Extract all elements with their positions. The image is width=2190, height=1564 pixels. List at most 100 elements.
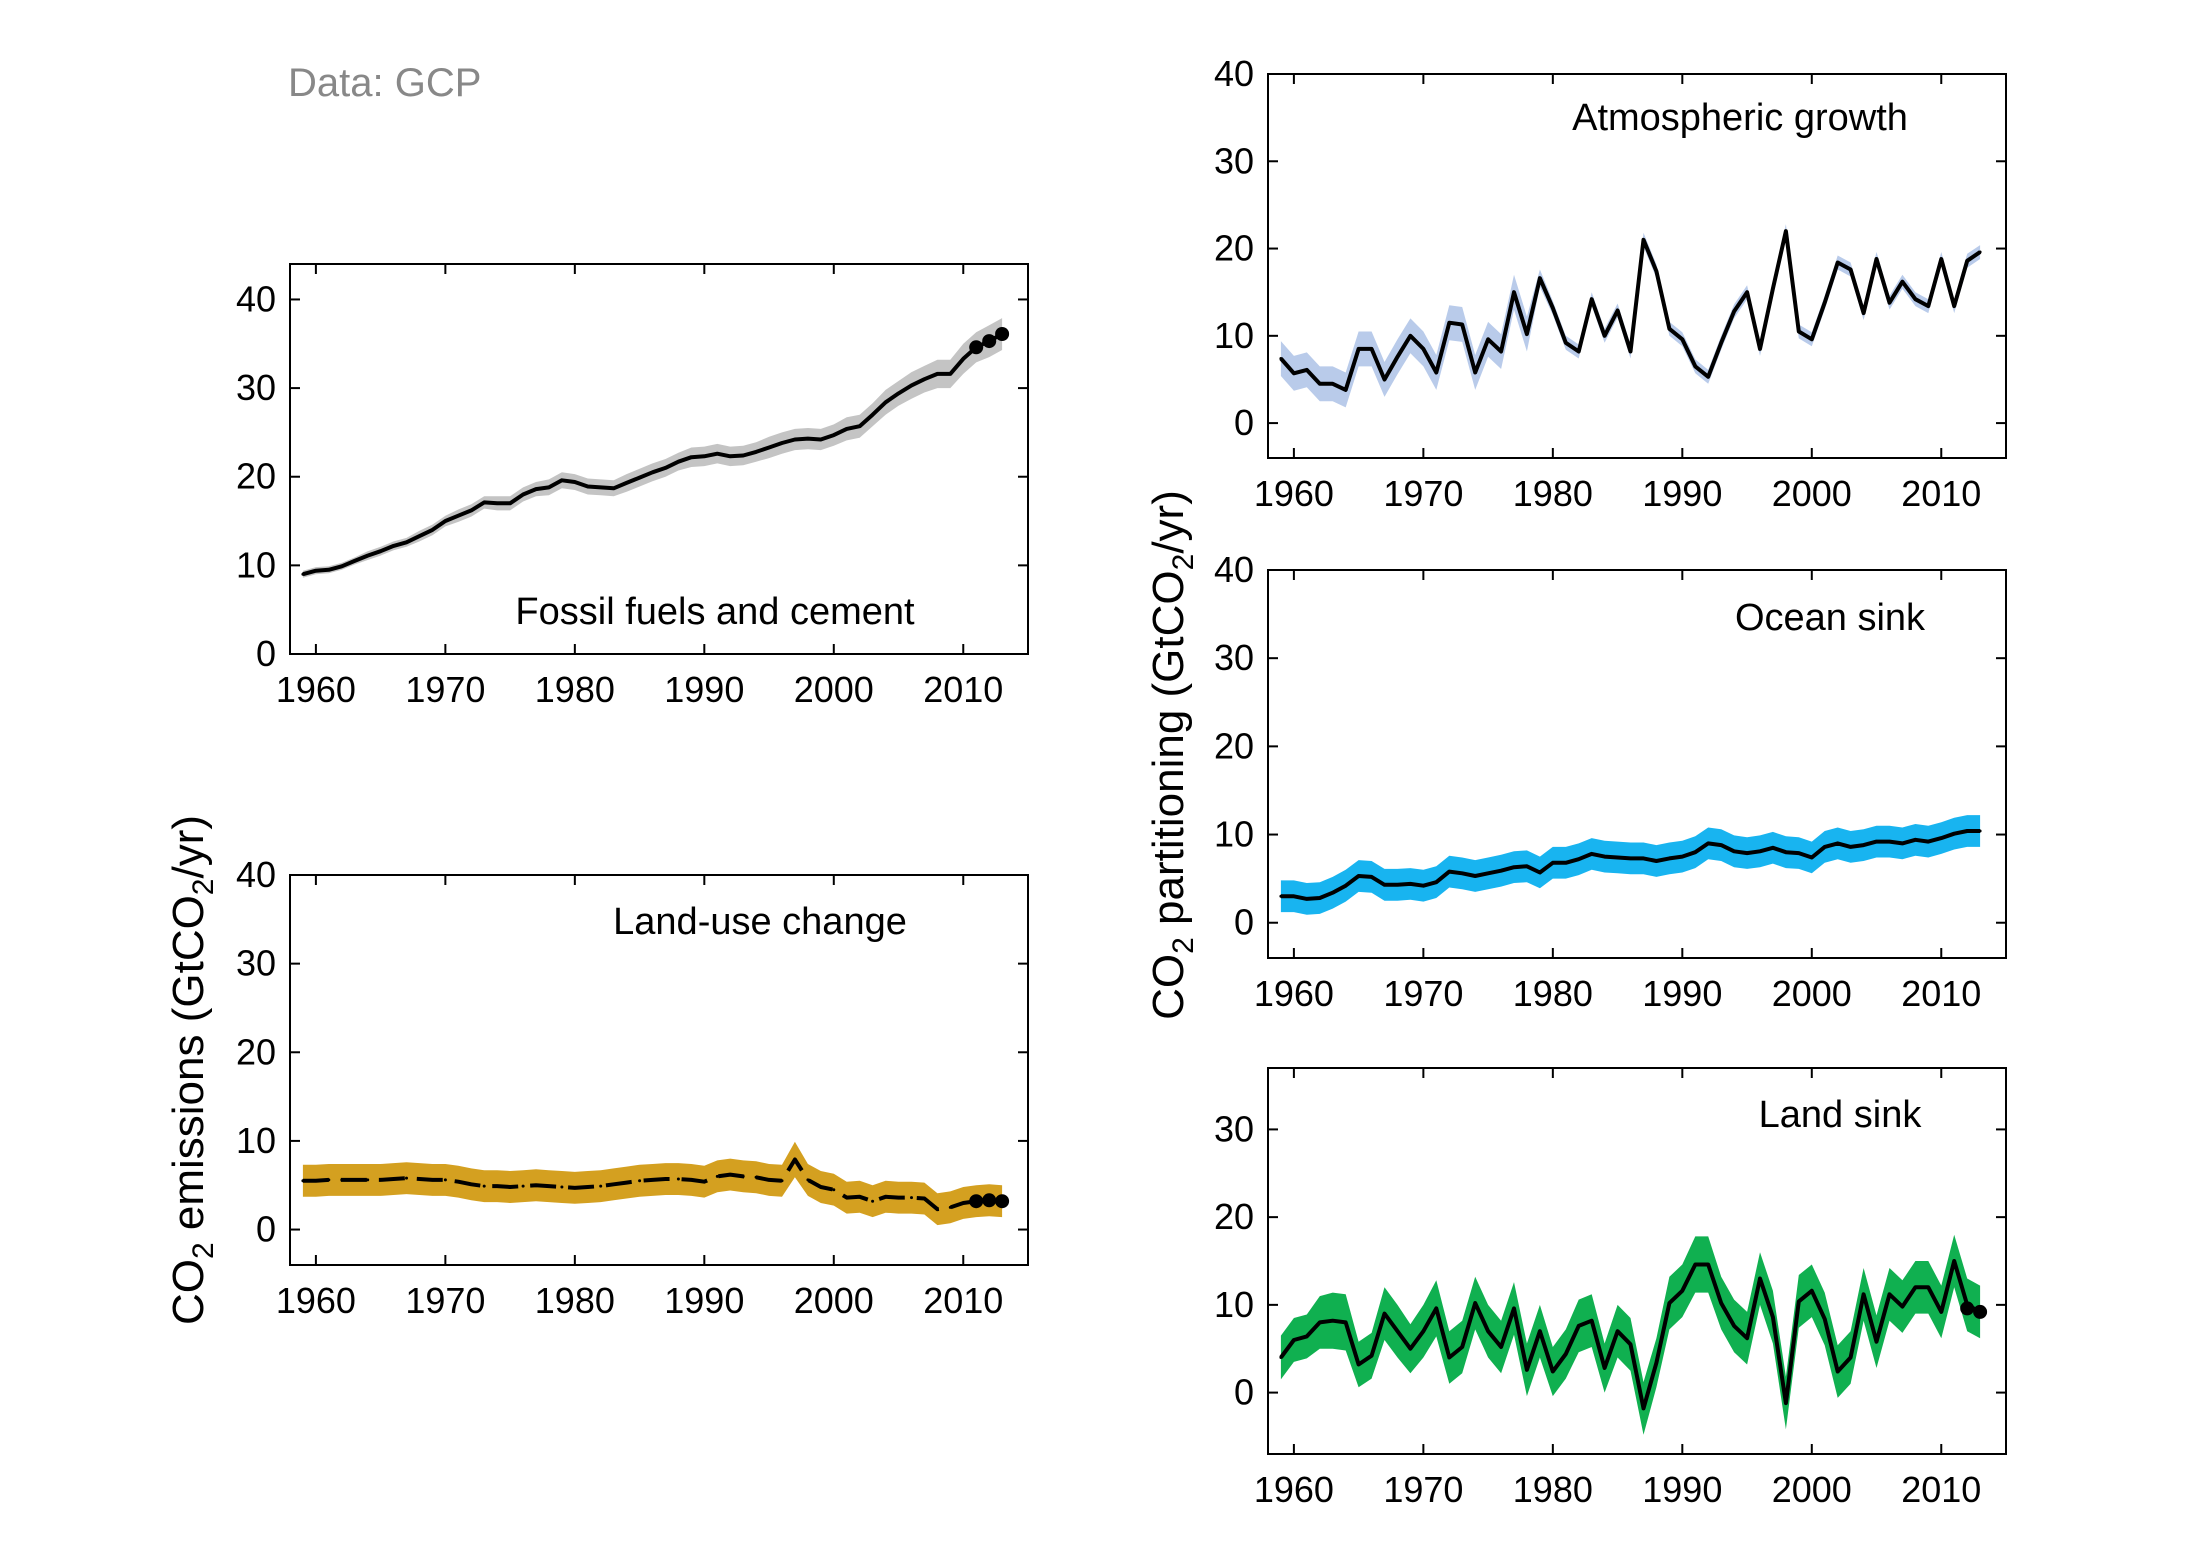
ocean-xtick-label-1980: 1980: [1513, 973, 1593, 1014]
panel-land-sink: 0 10 20 30 1960 1970 1980 1990 2000 2010 Land sink: [1214, 1067, 2007, 1510]
fossil-projection-dot-2012: [982, 334, 997, 349]
landuse-ytick-label-40: 40: [236, 854, 276, 895]
land-point-1989: [1667, 1301, 1671, 1305]
fossil-point-1965: [379, 549, 383, 553]
land-projection-dot-2013: [1973, 1304, 1988, 1319]
landuse-point-1964: [366, 1178, 370, 1182]
fossil-point-2000: [832, 433, 836, 437]
atmos-ytick-label-40: 40: [1214, 53, 1254, 94]
landuse-xtick-label-2010: 2010: [923, 1280, 1003, 1321]
landuse-point-2007: [922, 1197, 926, 1200]
land-point-1979: [1538, 1329, 1542, 1333]
landuse-ytick-label-20: 20: [236, 1031, 276, 1072]
ocean-point-1998: [1784, 850, 1788, 854]
atmos-xtick-label-1980: 1980: [1513, 473, 1593, 514]
atmos-ytick-label-20: 20: [1214, 228, 1254, 269]
ocean-xtick-label-1960: 1960: [1254, 973, 1334, 1014]
ocean-panel-title: Ocean sink: [1735, 597, 1926, 639]
landuse-point-2005: [897, 1196, 900, 1200]
landuse-point-1962: [340, 1178, 344, 1182]
atmos-point-1976: [1499, 350, 1503, 353]
ocean-point-2000: [1810, 856, 1814, 859]
landuse-point-2001: [845, 1196, 849, 1200]
ocean-point-2001: [1823, 845, 1827, 849]
atmos-point-1980: [1551, 306, 1555, 310]
land-point-1961: [1305, 1334, 1309, 1338]
fossil-panel-title: Fossil fuels and cement: [515, 591, 915, 633]
land-point-1966: [1370, 1354, 1374, 1358]
landuse-point-1973: [482, 1184, 486, 1188]
landuse-point-1994: [754, 1175, 758, 1179]
fossil-point-1963: [353, 559, 357, 563]
fossil-point-1982: [599, 485, 603, 489]
fossil-point-1983: [612, 486, 616, 490]
atmos-point-1997: [1771, 287, 1775, 291]
fossil-point-2006: [910, 383, 913, 387]
fossil-point-1973: [482, 500, 486, 504]
landuse-point-1971: [456, 1180, 460, 1184]
land-point-1970: [1421, 1329, 1425, 1333]
atmos-point-1998: [1784, 229, 1788, 233]
ocean-point-2004: [1862, 843, 1866, 847]
ocean-xtick-label-2000: 2000: [1772, 973, 1852, 1014]
ocean-xtick-label-1990: 1990: [1642, 973, 1722, 1014]
land-panel-title: Land sink: [1759, 1094, 1923, 1136]
atmos-xtick-label-2000: 2000: [1772, 473, 1852, 514]
atmos-point-1985: [1616, 309, 1620, 312]
atmos-point-1993: [1719, 341, 1723, 345]
fossil-point-1992: [728, 454, 732, 458]
left-ylabel-sub2: 2: [187, 878, 220, 895]
land-point-1981: [1564, 1352, 1568, 1356]
land-point-1982: [1577, 1324, 1581, 1328]
fossil-point-1980: [573, 480, 577, 484]
ocean-uncertainty-band: [1280, 815, 1981, 915]
atmos-point-1967: [1383, 378, 1386, 381]
land-point-1990: [1680, 1289, 1684, 1293]
atmos-point-1963: [1331, 382, 1335, 386]
landuse-point-2006: [910, 1196, 913, 1200]
ocean-point-1992: [1706, 841, 1710, 845]
fossil-point-1964: [366, 554, 370, 558]
landuse-point-2002: [858, 1195, 862, 1199]
right-ylabel-prefix: CO: [1144, 954, 1193, 1020]
fossil-point-1967: [405, 540, 408, 544]
ocean-point-1959: [1279, 894, 1283, 898]
fossil-point-1993: [741, 454, 745, 457]
ocean-point-1966: [1370, 875, 1374, 879]
land-point-1959: [1279, 1356, 1283, 1359]
ocean-point-1990: [1680, 855, 1684, 859]
landuse-point-1980: [573, 1186, 577, 1190]
atmos-point-2008: [1913, 297, 1917, 301]
landuse-point-2000: [832, 1188, 836, 1192]
landuse-point-1984: [625, 1181, 629, 1185]
fossil-point-1995: [767, 446, 771, 449]
land-point-2010: [1939, 1310, 1943, 1314]
landuse-point-1996: [780, 1179, 784, 1183]
atmos-point-1984: [1603, 334, 1607, 338]
landuse-projection-dot-2013: [995, 1194, 1010, 1209]
atmos-ytick-label-10: 10: [1214, 315, 1254, 356]
land-point-1980: [1551, 1370, 1555, 1373]
ocean-point-1982: [1577, 857, 1581, 861]
fossil-xtick-label-2000: 2000: [794, 669, 874, 710]
ocean-point-1976: [1499, 869, 1503, 873]
landuse-xtick-label-1970: 1970: [405, 1280, 485, 1321]
landuse-point-1972: [469, 1182, 473, 1186]
land-point-1975: [1486, 1329, 1490, 1333]
fossil-point-2004: [884, 400, 888, 404]
atmos-xtick-label-1970: 1970: [1383, 473, 1463, 514]
fossil-point-1990: [702, 454, 706, 458]
atmos-uncertainty-band: [1280, 224, 1981, 408]
ocean-point-1999: [1797, 851, 1801, 855]
fossil-point-1989: [689, 455, 693, 459]
atmos-point-2010: [1939, 257, 1943, 261]
atmos-point-2005: [1875, 257, 1878, 261]
landuse-point-1960: [314, 1179, 318, 1183]
landuse-point-1991: [715, 1174, 719, 1178]
ocean-point-2006: [1888, 840, 1891, 844]
right-ylabel-end: /yr): [1144, 490, 1193, 554]
landuse-point-1982: [599, 1184, 603, 1188]
landuse-point-1997: [793, 1158, 797, 1161]
fossil-point-1979: [560, 478, 564, 482]
fossil-ytick-label-10: 10: [236, 544, 276, 585]
